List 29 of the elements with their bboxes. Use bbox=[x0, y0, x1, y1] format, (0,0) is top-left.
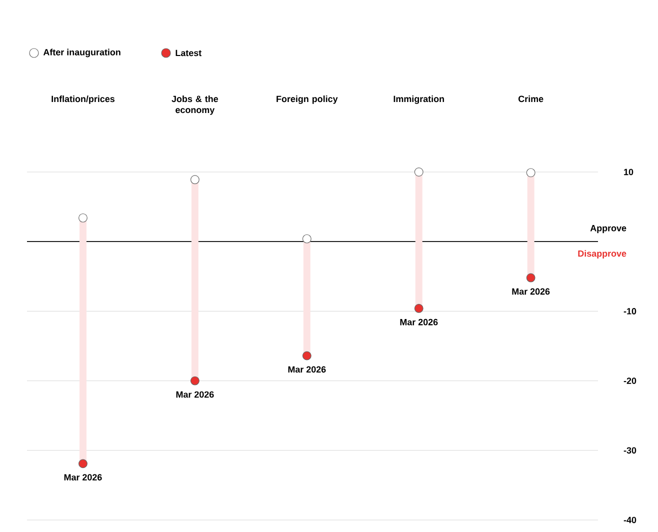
point bbox=[190, 175, 200, 184]
y-tick-label: 10 bbox=[624, 168, 634, 176]
point bbox=[302, 351, 312, 360]
point bbox=[78, 459, 88, 468]
point bbox=[302, 234, 312, 244]
point bbox=[414, 304, 424, 313]
annotation: Approve bbox=[590, 225, 626, 234]
annotation: Mar 2026 bbox=[288, 366, 326, 373]
y-tick-label: -30 bbox=[624, 447, 636, 454]
x-tick-label: Foreign policy bbox=[276, 96, 338, 104]
annotation: Mar 2026 bbox=[512, 288, 550, 295]
x-tick-label: Jobs & the economy bbox=[172, 96, 218, 115]
annotation: Disapprove bbox=[578, 250, 626, 258]
legend-label: After inauguration bbox=[43, 48, 120, 58]
y-tick-label: -40 bbox=[624, 516, 636, 524]
annotation: Mar 2026 bbox=[64, 474, 102, 480]
point bbox=[190, 376, 200, 386]
point bbox=[526, 273, 536, 282]
y-tick-label: -20 bbox=[624, 378, 636, 384]
x-tick-label: Crime bbox=[518, 96, 544, 102]
x-tick-label: Immigration bbox=[394, 96, 444, 104]
x-tick-label: Inflation/prices bbox=[52, 96, 115, 104]
point bbox=[78, 213, 88, 222]
legend-label: Latest bbox=[176, 50, 202, 56]
point bbox=[526, 168, 536, 178]
annotation: Mar 2026 bbox=[400, 318, 438, 326]
point bbox=[414, 168, 424, 176]
y-tick-label: -10 bbox=[624, 308, 636, 314]
annotation: Mar 2026 bbox=[176, 391, 214, 398]
